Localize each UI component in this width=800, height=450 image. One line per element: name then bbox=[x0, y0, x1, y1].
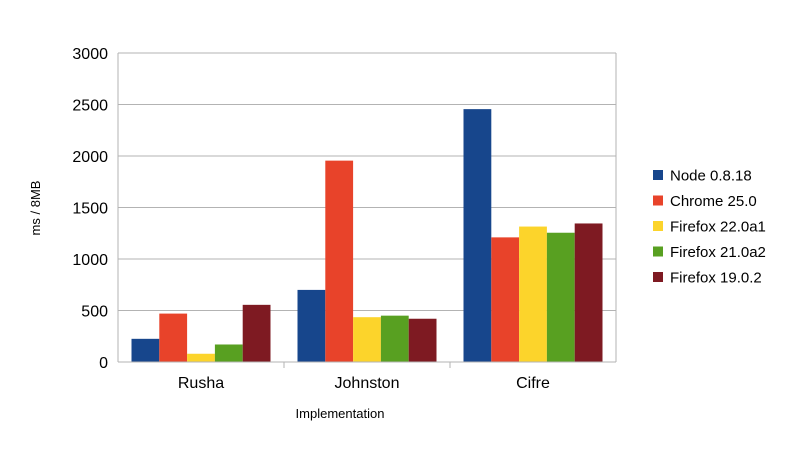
bar-johnston-1 bbox=[325, 160, 354, 362]
y-axis-title: ms / 8MB bbox=[28, 181, 43, 236]
x-tick-label: Cifre bbox=[516, 375, 550, 392]
gridlines bbox=[118, 52, 616, 363]
y-tick-labels: 0 500 1000 1500 2000 2500 3000 bbox=[72, 46, 108, 372]
y-tick-label: 3000 bbox=[72, 46, 108, 63]
legend-label: Firefox 22.0a1 bbox=[670, 219, 766, 236]
x-tick-label: Johnston bbox=[335, 375, 400, 392]
legend-swatch bbox=[653, 170, 663, 180]
bar-rusha-4 bbox=[242, 304, 271, 362]
x-axis-title: Implementation bbox=[296, 406, 385, 421]
bar-johnston-2 bbox=[353, 317, 381, 362]
bar-rusha-1 bbox=[159, 313, 188, 362]
bar-rusha-3 bbox=[214, 344, 243, 362]
bar-rusha-2 bbox=[187, 353, 215, 362]
bar-johnston-0 bbox=[297, 289, 326, 362]
legend: Node 0.8.18 Chrome 25.0 Firefox 22.0a1 Fire… bbox=[653, 168, 766, 287]
legend-swatch bbox=[653, 195, 663, 206]
y-tick-label: 2500 bbox=[72, 98, 108, 115]
x-tick-labels: Rusha Johnston Cifre bbox=[178, 375, 550, 392]
y-tick-label: 1000 bbox=[72, 252, 108, 269]
axes bbox=[117, 53, 617, 368]
y-tick-label: 500 bbox=[81, 304, 108, 321]
legend-label: Chrome 25.0 bbox=[670, 193, 757, 210]
legend-label: Firefox 19.0.2 bbox=[670, 270, 762, 287]
bars bbox=[131, 109, 603, 362]
legend-label: Firefox 21.0a2 bbox=[670, 244, 766, 261]
bar-cifre-0 bbox=[463, 109, 492, 362]
y-tick-label: 2000 bbox=[72, 149, 108, 166]
bar-cifre-3 bbox=[546, 232, 575, 362]
bar-johnston-4 bbox=[408, 318, 437, 362]
x-tick-label: Rusha bbox=[178, 375, 224, 392]
y-tick-label: 0 bbox=[99, 355, 108, 372]
bar-cifre-1 bbox=[491, 237, 520, 362]
bar-cifre-4 bbox=[574, 223, 603, 362]
bar-cifre-2 bbox=[519, 226, 547, 362]
bar-rusha-0 bbox=[131, 338, 160, 362]
legend-label: Node 0.8.18 bbox=[670, 168, 752, 185]
y-tick-label: 1500 bbox=[72, 201, 108, 218]
legend-swatch bbox=[653, 221, 663, 231]
legend-swatch bbox=[653, 272, 663, 282]
legend-swatch bbox=[653, 246, 663, 257]
bar-johnston-3 bbox=[380, 315, 409, 362]
